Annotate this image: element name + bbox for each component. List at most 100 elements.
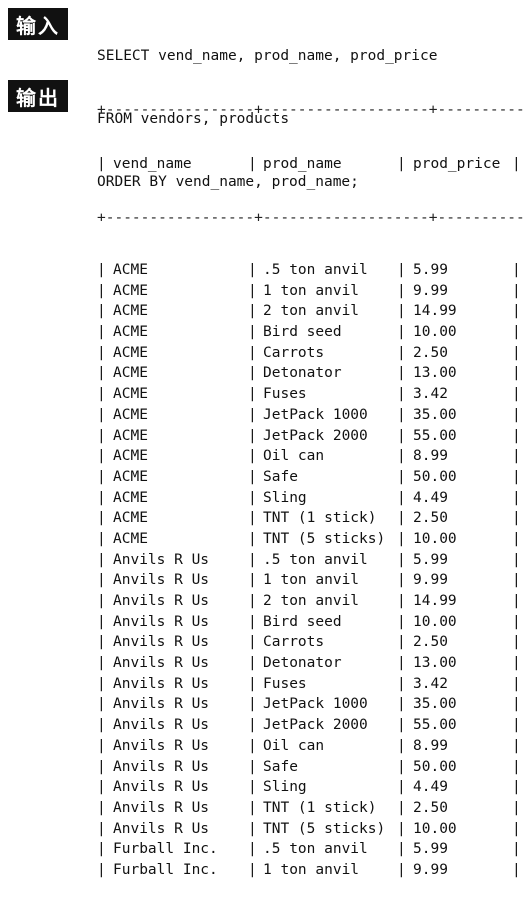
column-separator: | [248, 572, 257, 589]
column-separator: | [512, 799, 521, 816]
prod-price-cell: 8.99 [413, 448, 448, 465]
column-separator: | [512, 510, 521, 527]
prod-name-cell: Safe [263, 468, 298, 485]
table-row: | Anvils R Us | JetPack 2000 | 55.00 | [97, 715, 527, 736]
prod-name-cell: 2 ton anvil [263, 593, 360, 609]
prod-price-cell: 13.00 [413, 365, 457, 382]
prod-price-cell: 4.49 [413, 779, 448, 796]
sql-query: SELECT vend_name, prod_name, prod_price … [97, 4, 437, 214]
column-separator: | [512, 530, 521, 547]
column-separator: | [248, 655, 257, 672]
column-separator: | [248, 799, 257, 816]
column-separator: | [97, 655, 106, 672]
column-separator: | [512, 634, 521, 651]
prod-name-cell: Oil can [263, 737, 325, 754]
column-separator: | [97, 489, 106, 506]
prod-price-cell: 2.50 [413, 634, 448, 651]
table-row: | ACME | .5 ton anvil | 5.99 | [97, 260, 527, 281]
column-separator: | [512, 696, 521, 713]
vend-name-cell: Anvils R Us [113, 779, 210, 796]
prod-price-cell: 2.50 [413, 799, 448, 816]
prod-price-cell: 3.42 [413, 386, 448, 403]
column-separator: | [512, 282, 521, 299]
table-row: | ACME | JetPack 1000 | 35.00 | [97, 405, 527, 426]
prod-price-cell: 3.42 [413, 675, 448, 692]
column-separator: | [512, 758, 521, 775]
prod-price-cell: 4.49 [413, 489, 448, 506]
column-separator: | [512, 344, 521, 361]
column-separator: | [97, 282, 106, 299]
vend-name-cell: ACME [113, 510, 148, 527]
column-separator: | [97, 262, 106, 278]
column-separator: | [248, 593, 257, 609]
column-separator: | [397, 344, 406, 361]
table-row: | Anvils R Us | Fuses | 3.42 | [97, 674, 527, 695]
vend-name-cell: ACME [113, 365, 148, 382]
prod-price-cell: 50.00 [413, 468, 457, 485]
prod-price-cell: 14.99 [413, 593, 457, 609]
column-separator: | [397, 634, 406, 651]
vend-name-cell: Furball Inc. [113, 841, 218, 858]
vend-name-cell: ACME [113, 489, 148, 506]
column-separator: | [512, 551, 521, 568]
vend-name-cell: ACME [113, 324, 148, 341]
query-line: FROM vendors, products [97, 111, 290, 127]
column-separator: | [397, 820, 406, 837]
column-separator: | [248, 365, 257, 382]
column-separator: | [512, 841, 521, 858]
column-separator: | [397, 675, 406, 692]
table-row: | Anvils R Us | Oil can | 8.99 | [97, 736, 527, 757]
vend-name-cell: Anvils R Us [113, 820, 210, 837]
column-separator: | [248, 613, 257, 630]
prod-name-cell: TNT (5 sticks) [263, 530, 386, 547]
prod-price-cell: 10.00 [413, 613, 457, 630]
column-separator: | [397, 406, 406, 423]
prod-name-cell: 1 ton anvil [263, 282, 360, 299]
vend-name-cell: Anvils R Us [113, 655, 210, 672]
prod-name-cell: Fuses [263, 675, 307, 692]
prod-name-cell: .5 ton anvil [263, 551, 368, 568]
column-separator: | [397, 386, 406, 403]
column-separator: | [397, 510, 406, 527]
column-separator: | [97, 406, 106, 423]
column-separator: | [97, 427, 106, 444]
prod-name-cell: JetPack 1000 [263, 406, 368, 423]
column-separator: | [248, 324, 257, 341]
prod-price-cell: 55.00 [413, 427, 457, 444]
table-header-row: | vend_name | prod_name | prod_price | [97, 152, 527, 176]
column-separator: | [97, 593, 106, 609]
prod-name-cell: Sling [263, 779, 307, 796]
table-row: | Anvils R Us | TNT (5 sticks) | 10.00 | [97, 819, 527, 840]
column-separator: | [397, 861, 406, 878]
column-separator: | [397, 282, 406, 299]
column-separator: | [397, 489, 406, 506]
table-row: | Anvils R Us | .5 ton anvil | 5.99 | [97, 550, 527, 571]
prod-name-cell: Fuses [263, 386, 307, 403]
column-separator: | [397, 799, 406, 816]
prod-price-cell: 5.99 [413, 551, 448, 568]
vend-name-cell: Anvils R Us [113, 634, 210, 651]
column-separator: | [97, 572, 106, 589]
column-separator: | [248, 696, 257, 713]
prod-name-cell: JetPack 2000 [263, 427, 368, 444]
table-row: | ACME | 2 ton anvil | 14.99 | [97, 301, 527, 322]
prod-name-cell: 1 ton anvil [263, 572, 360, 589]
table-row: | ACME | Safe | 50.00 | [97, 467, 527, 488]
column-separator: | [512, 737, 521, 754]
column-separator: | [512, 820, 521, 837]
vend-name-cell: Furball Inc. [113, 861, 218, 878]
column-separator: | [97, 468, 106, 485]
column-separator: | [512, 655, 521, 672]
column-separator: | [97, 799, 106, 816]
table-row: | Furball Inc. | 1 ton anvil | 9.99 | [97, 860, 527, 881]
prod-price-cell: 35.00 [413, 696, 457, 713]
column-separator: | [97, 551, 106, 568]
prod-price-cell: 9.99 [413, 861, 448, 878]
query-line: SELECT vend_name, prod_name, prod_price [97, 48, 438, 64]
vend-name-cell: ACME [113, 427, 148, 444]
prod-price-cell: 9.99 [413, 572, 448, 589]
table-row: | Anvils R Us | 2 ton anvil | 14.99 | [97, 591, 527, 612]
column-separator: | [512, 324, 521, 341]
column-separator: | [97, 365, 106, 382]
table-row: | ACME | Bird seed | 10.00 | [97, 322, 527, 343]
